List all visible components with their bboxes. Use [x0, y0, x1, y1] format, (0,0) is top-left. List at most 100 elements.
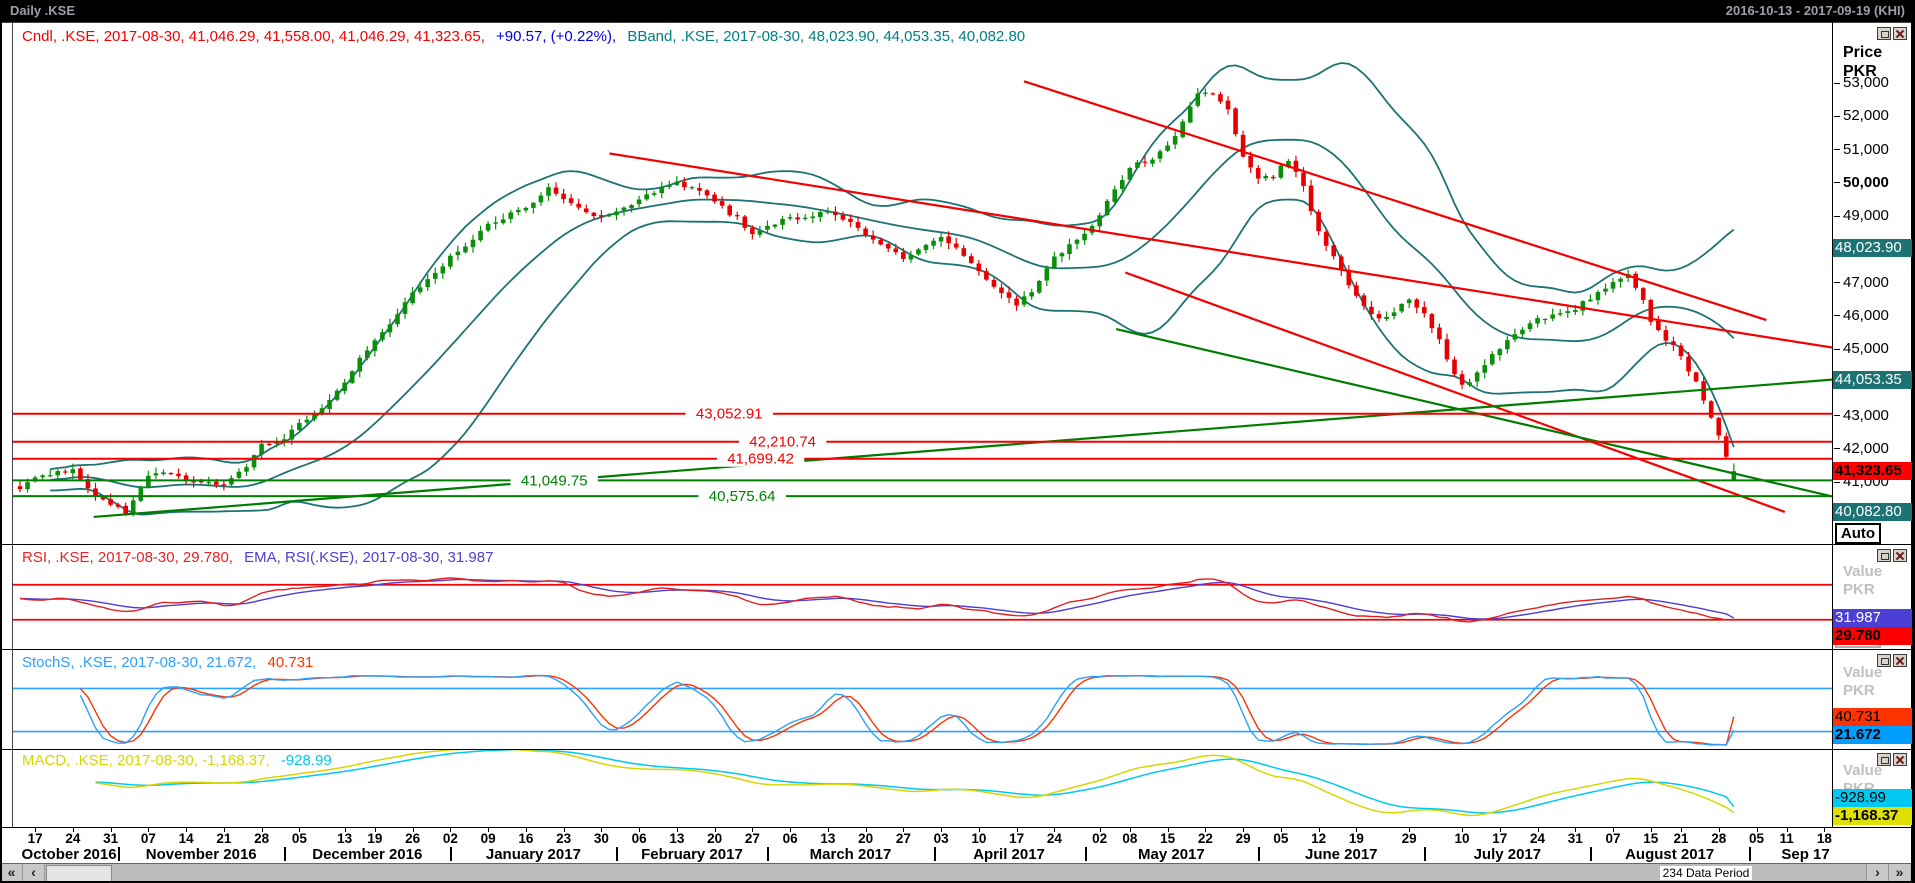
stoch-k-line[interactable] [79, 674, 1735, 746]
candle-body [1014, 298, 1019, 306]
stoch-legend-k[interactable]: StochS, .KSE, 2017-08-30, 21.672, [22, 654, 257, 671]
candle-body [984, 271, 989, 280]
candle-body [1074, 239, 1080, 244]
rsi-chart[interactable] [12, 545, 1832, 649]
day-tick-mark [1499, 828, 1501, 832]
candle-body [1361, 295, 1367, 306]
close-icon[interactable] [1893, 753, 1907, 766]
minimize-icon[interactable] [1877, 549, 1891, 562]
horizontal-scrollbar[interactable]: « ‹ 234 Data Period › » [0, 863, 1915, 883]
day-tick-label: 10 [1454, 831, 1470, 846]
macd-signal-line[interactable] [95, 750, 1735, 814]
day-tick-label: 23 [556, 831, 572, 846]
macd-legend[interactable]: MACD, .KSE, 2017-08-30, -1,168.37, -928.… [22, 752, 339, 769]
scroll-prev-button[interactable]: ‹ [23, 864, 45, 882]
trendline[interactable] [93, 377, 1832, 519]
candle-body [916, 249, 921, 255]
month-label: December 2016 [312, 846, 423, 863]
day-tick-mark [344, 828, 346, 832]
window-title: Daily .KSE [10, 3, 76, 18]
candle-body [1021, 296, 1027, 305]
trendline[interactable] [1023, 80, 1767, 322]
price-tick-label: 47,000 [1834, 274, 1889, 292]
candle-body [1580, 301, 1586, 311]
candle-body [938, 236, 944, 242]
candle-body [1278, 165, 1284, 178]
scroll-next-button[interactable]: › [1866, 864, 1888, 882]
candle-body [1218, 94, 1223, 102]
scroll-last-button[interactable]: » [1888, 864, 1910, 882]
minimize-icon[interactable] [1877, 654, 1891, 667]
macd-line[interactable] [95, 750, 1735, 817]
price-tick-label: 45,000 [1834, 340, 1889, 358]
candle-body [1678, 345, 1684, 357]
candle-body [463, 246, 468, 253]
candle-body [1029, 292, 1034, 297]
close-icon[interactable] [1893, 27, 1907, 40]
macd-legend-main[interactable]: MACD, .KSE, 2017-08-30, -1,168.37, [22, 752, 270, 769]
candle-body [1323, 231, 1329, 246]
month-separator [284, 847, 287, 861]
rsi-legend[interactable]: RSI, .KSE, 2017-08-30, 29.780, EMA, RSI(… [22, 549, 500, 566]
candle-body [1172, 136, 1178, 145]
macd-chart[interactable] [12, 750, 1832, 827]
candle-body [1120, 180, 1125, 189]
stoch-legend-d[interactable]: 40.731 [267, 654, 314, 671]
candle-body [387, 324, 393, 333]
trendline[interactable] [609, 152, 1832, 352]
rsi-line[interactable] [19, 577, 1734, 623]
candle-body [1550, 314, 1555, 319]
day-tick-mark [261, 828, 263, 832]
day-tick-label: 21 [1673, 831, 1689, 846]
day-tick-mark [639, 828, 641, 832]
cndl-legend[interactable]: Cndl, .KSE, 2017-08-30, 41,046.29, 41,55… [22, 28, 485, 45]
minimize-icon[interactable] [1877, 27, 1891, 40]
candle-body [1452, 359, 1457, 375]
panel-divider[interactable] [0, 544, 1915, 545]
title-bar[interactable]: Daily .KSE 2016-10-13 - 2017-09-19 (KHI) [0, 0, 1915, 22]
day-tick-label: 17 [27, 831, 43, 846]
candle-body [251, 455, 257, 468]
candle-body [1331, 245, 1336, 257]
bband-legend[interactable]: BBand, .KSE, 2017-08-30, 48,023.90, 44,0… [627, 28, 1026, 45]
panel-divider[interactable] [0, 749, 1915, 750]
candle-body [516, 209, 521, 213]
candle-body [1708, 401, 1714, 418]
candle-body [583, 208, 589, 213]
day-tick-mark [1681, 828, 1682, 832]
candle-body [599, 215, 604, 217]
candle-body [1422, 306, 1427, 314]
stoch-d-line[interactable] [79, 674, 1735, 746]
price-scale-auto-button[interactable]: Auto [1835, 523, 1881, 544]
close-icon[interactable] [1893, 549, 1907, 562]
candle-body [1187, 106, 1193, 123]
scroll-first-button[interactable]: « [1, 864, 23, 882]
day-tick-label: 29 [1235, 831, 1251, 846]
day-tick-mark [110, 828, 112, 832]
minimize-icon[interactable] [1877, 753, 1891, 766]
macd-legend-signal[interactable]: -928.99 [280, 752, 332, 769]
candle-body [802, 217, 808, 219]
panel-divider[interactable] [0, 649, 1915, 650]
candle-body [885, 243, 891, 249]
candle-body [1399, 303, 1404, 312]
main-legend[interactable]: Cndl, .KSE, 2017-08-30, 41,046.29, 41,55… [22, 28, 1032, 45]
candle-body [901, 252, 906, 259]
candle-body [402, 302, 408, 314]
candle-body [1731, 471, 1737, 481]
stochastic-chart[interactable] [12, 650, 1832, 749]
rsi-ema-line[interactable] [19, 578, 1735, 620]
rsi-legend-main[interactable]: RSI, .KSE, 2017-08-30, 29.780, [22, 549, 233, 566]
month-separator [933, 847, 936, 861]
candle-body [1082, 233, 1087, 241]
close-icon[interactable] [1893, 654, 1907, 667]
candle-body [682, 181, 687, 188]
time-axis[interactable]: 17 24 31 07 14 21 28 05 13 19 26 02 09 16 23 30 06 13 20 27… [0, 827, 1915, 864]
trendline[interactable] [1124, 271, 1786, 513]
candle-body [500, 219, 506, 224]
day-tick-label: 24 [1530, 831, 1546, 846]
candle-body [1535, 318, 1540, 324]
rsi-legend-ema[interactable]: EMA, RSI(.KSE), 2017-08-30, 31.987 [244, 549, 494, 566]
stoch-legend[interactable]: StochS, .KSE, 2017-08-30, 21.672, 40.731 [22, 654, 320, 671]
